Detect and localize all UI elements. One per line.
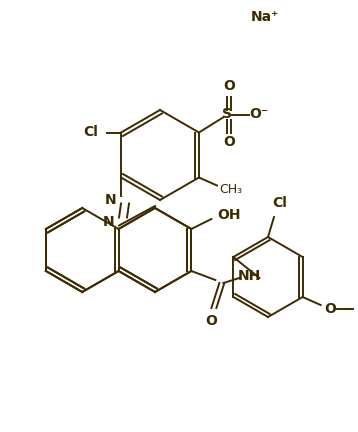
Text: NH: NH (238, 269, 261, 283)
Text: O: O (205, 314, 217, 328)
Text: N: N (105, 193, 117, 206)
Text: Cl: Cl (83, 126, 98, 140)
Text: S: S (222, 108, 232, 121)
Text: O: O (223, 79, 235, 93)
Text: CH₃: CH₃ (219, 183, 242, 196)
Text: O: O (223, 136, 235, 149)
Text: O: O (325, 302, 337, 316)
Text: Na⁺: Na⁺ (251, 10, 279, 24)
Text: O⁻: O⁻ (249, 108, 268, 121)
Text: Cl: Cl (272, 196, 287, 210)
Text: N: N (103, 215, 115, 229)
Text: OH: OH (218, 208, 241, 222)
